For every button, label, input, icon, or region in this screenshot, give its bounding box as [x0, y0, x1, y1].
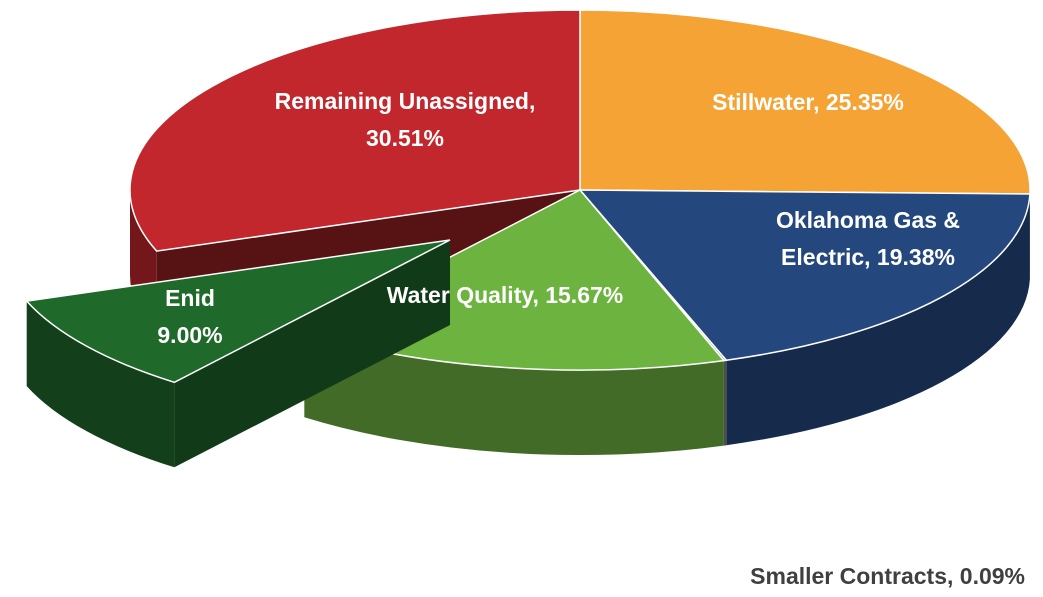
- slice-side: [724, 360, 726, 445]
- data-label: Enid: [165, 285, 215, 311]
- data-label: Electric, 19.38%: [781, 244, 955, 270]
- data-label: Smaller Contracts, 0.09%: [750, 563, 1025, 589]
- data-label: 9.00%: [157, 322, 222, 348]
- data-label: Stillwater, 25.35%: [712, 89, 904, 115]
- data-label: Remaining Unassigned,: [275, 88, 536, 114]
- data-label: Water Quality, 15.67%: [387, 282, 623, 308]
- data-label: Oklahoma Gas &: [776, 207, 960, 233]
- data-label: 30.51%: [366, 125, 444, 151]
